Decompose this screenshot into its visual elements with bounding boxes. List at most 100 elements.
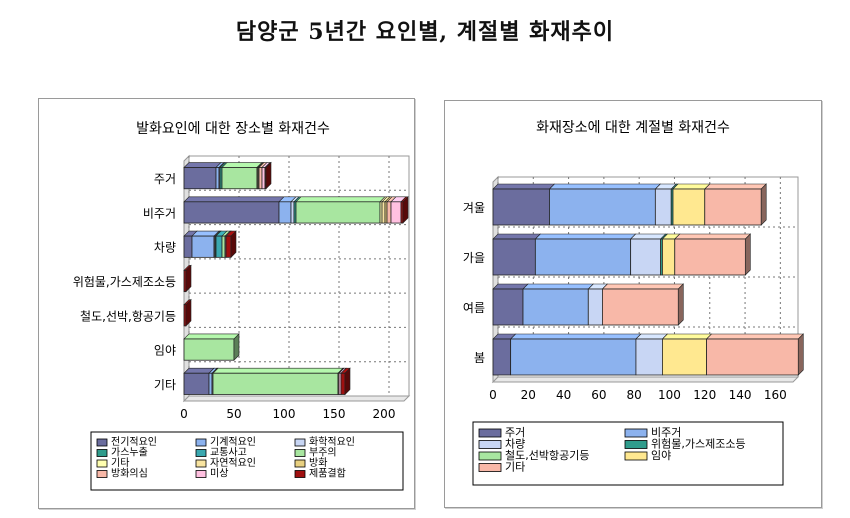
legend-swatch <box>96 470 108 478</box>
bar-top <box>522 283 595 290</box>
bar-segment <box>492 238 536 276</box>
bar-top <box>629 233 667 240</box>
legend-label: 방화의심 <box>111 468 148 480</box>
bar-segment <box>654 188 672 226</box>
legend-label: 부주의 <box>309 447 337 459</box>
bar-top <box>674 233 752 240</box>
bar-segment <box>208 372 213 395</box>
bar-segment <box>183 201 280 224</box>
bar-segment <box>674 238 746 276</box>
legend-swatch <box>624 451 648 461</box>
bar-top <box>704 183 767 190</box>
y-category-label: 철도,선박,항공기등 <box>80 309 176 323</box>
bar-segment <box>261 167 266 190</box>
legend-label: 기타 <box>111 457 129 469</box>
floor-wall <box>491 376 800 383</box>
bar-segment <box>662 238 676 276</box>
legend-swatch <box>624 440 648 449</box>
legend-swatch <box>294 459 306 468</box>
bar-top <box>183 196 285 203</box>
bar-top <box>672 183 711 190</box>
y-category-label: 비주거 <box>143 206 176 220</box>
x-tick-label: 160 <box>764 388 787 402</box>
y-category-label: 기타 <box>154 378 176 392</box>
x-tick-label: 60 <box>591 388 606 402</box>
bar-end <box>677 283 684 326</box>
x-tick-label: 100 <box>658 388 681 402</box>
bar-segment <box>510 338 637 376</box>
x-tick-label: 120 <box>693 388 716 402</box>
bar-segment <box>258 167 263 190</box>
bar-segment <box>290 201 295 224</box>
chart-title: 발화요인에 대한 장소별 화재건수 <box>136 121 330 137</box>
x-tick-label: 50 <box>226 407 241 421</box>
legend-label: 방화 <box>309 457 327 469</box>
bar-segment <box>183 235 193 258</box>
y-category-label: 주거 <box>154 172 176 186</box>
chart-panel-season: 화재장소에 대한 계절별 화재건수 0 20 40 60 80 100 120 140 160 겨울… <box>444 100 822 508</box>
legend-swatch <box>478 463 502 472</box>
y-category-label: 임야 <box>154 344 176 358</box>
bar-segment <box>212 372 339 395</box>
bar-end <box>233 333 240 361</box>
bar-top <box>661 333 713 340</box>
legend-swatch <box>294 449 306 457</box>
bar-top <box>705 333 805 340</box>
x-tick-label: 20 <box>521 388 536 402</box>
bar-top <box>221 162 263 168</box>
bar-end <box>185 264 192 293</box>
x-tick-label: 0 <box>180 407 188 421</box>
y-category-label: 봄 <box>474 351 485 365</box>
bar-segment <box>381 201 386 224</box>
bar-segment <box>221 235 226 258</box>
chart-title: 화재장소에 대한 계절별 화재건수 <box>536 120 730 136</box>
bar-end <box>745 233 751 276</box>
chart-panel-fire-cause: 발화요인에 대한 장소별 화재건수 0 50 100 150 200 주거 비주거 차량 위험물,… <box>38 98 415 509</box>
legend-swatch <box>478 440 502 449</box>
bar-top <box>212 367 344 374</box>
legend-label: 전기적요인 <box>111 436 157 448</box>
y-category-label: 차량 <box>154 241 176 255</box>
legend-label: 미상 <box>210 468 228 480</box>
y-category-label: 가을 <box>463 251 485 265</box>
chart-fire-cause-by-place: 발화요인에 대한 장소별 화재건수 0 50 100 150 200 주거비주거차량위험물,… <box>73 121 411 491</box>
legend-label: 기타 <box>505 461 525 474</box>
x-tick-label: 200 <box>373 407 396 421</box>
bar-segment <box>340 372 346 395</box>
bar-segment <box>278 201 292 224</box>
bar-segment <box>191 235 215 258</box>
legend-label: 위험물,가스제조소등 <box>651 438 746 451</box>
bar-segment <box>662 338 707 376</box>
bar-top <box>548 183 662 190</box>
legend-label: 가스누출 <box>111 447 148 459</box>
bar-segment <box>492 288 524 326</box>
bar-segment <box>602 288 679 326</box>
bar-segment <box>534 238 632 276</box>
bar-top <box>183 333 240 340</box>
legend-swatch <box>478 451 502 461</box>
legend-label: 비주거 <box>651 426 681 439</box>
bar-top <box>183 162 222 168</box>
bar-segment <box>635 338 663 376</box>
bar-segment <box>183 167 217 190</box>
bar-top <box>492 183 556 190</box>
legend-label: 화학적요인 <box>309 436 355 448</box>
bar-segment <box>390 201 402 224</box>
bar-segment <box>549 188 656 226</box>
bar-end <box>230 230 237 259</box>
legend-swatch <box>96 438 108 447</box>
bar-top <box>635 333 669 340</box>
bar-segment <box>630 238 662 276</box>
x-tick-label: 0 <box>489 388 497 402</box>
bar-end <box>797 333 804 376</box>
bar-segment <box>706 338 799 376</box>
legend-label: 제품결함 <box>309 468 346 480</box>
legend-box <box>90 431 404 491</box>
x-tick-label: 40 <box>556 388 571 402</box>
bar-segment <box>522 288 589 326</box>
floor-wall <box>182 395 411 402</box>
legend-label: 철도,선박항공기등 <box>505 449 589 462</box>
legend-label: 임야 <box>651 449 671 462</box>
bar-segment <box>492 188 550 226</box>
bar-segment <box>492 338 512 376</box>
